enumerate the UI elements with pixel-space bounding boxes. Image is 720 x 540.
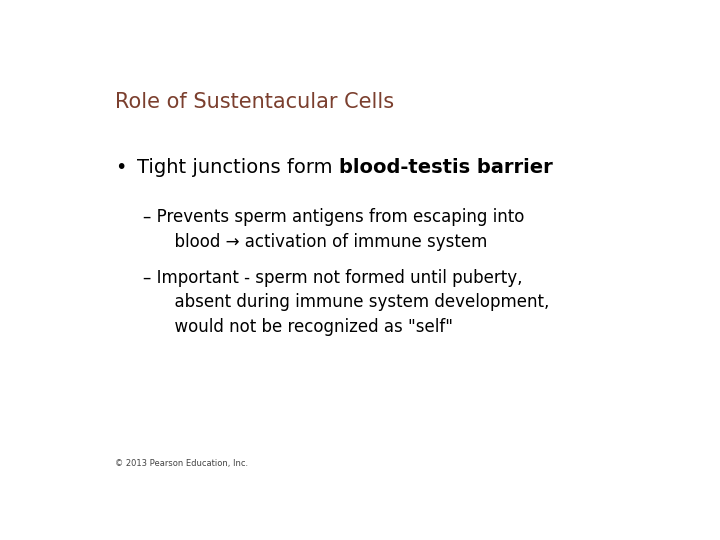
Text: blood → activation of immune system: blood → activation of immune system — [143, 233, 487, 251]
Text: blood-testis barrier: blood-testis barrier — [339, 158, 553, 177]
Text: •: • — [115, 158, 127, 177]
Text: Tight junctions form: Tight junctions form — [138, 158, 339, 177]
Text: © 2013 Pearson Education, Inc.: © 2013 Pearson Education, Inc. — [115, 459, 248, 468]
Text: absent during immune system development,: absent during immune system development, — [143, 294, 549, 312]
Text: would not be recognized as "self": would not be recognized as "self" — [143, 319, 453, 336]
Text: – Important - sperm not formed until puberty,: – Important - sperm not formed until pub… — [143, 268, 523, 287]
Text: Role of Sustentacular Cells: Role of Sustentacular Cells — [115, 92, 395, 112]
Text: – Prevents sperm antigens from escaping into: – Prevents sperm antigens from escaping … — [143, 208, 524, 226]
